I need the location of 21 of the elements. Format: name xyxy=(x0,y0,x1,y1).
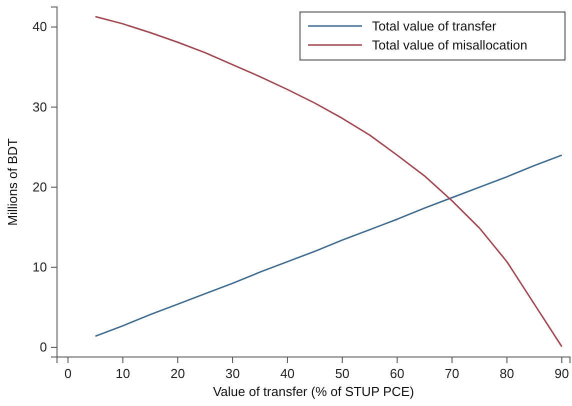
line-series xyxy=(94,154,563,337)
x-tick-label: 60 xyxy=(390,366,404,382)
legend-label: Total value of transfer xyxy=(372,18,497,34)
x-tick-label: 20 xyxy=(170,366,185,382)
x-tick-label: 40 xyxy=(280,366,295,382)
x-tick-label: 90 xyxy=(554,366,570,382)
y-tick-label: 10 xyxy=(32,259,47,274)
y-axis-title: Millions of BDT xyxy=(5,138,20,226)
legend-label: Total value of misallocation xyxy=(372,38,528,52)
y-tick-label: 20 xyxy=(32,179,47,194)
x-tick-label: 0 xyxy=(64,366,72,382)
x-tick-label: 80 xyxy=(500,366,514,382)
x-tick-label: 30 xyxy=(225,366,240,382)
x-tick-label: 10 xyxy=(116,366,130,382)
y-tick-label: 30 xyxy=(32,99,47,114)
x-tick-label: 70 xyxy=(444,366,460,382)
line-series xyxy=(94,16,563,348)
x-axis-title: Value of transfer (% of STUP PCE) xyxy=(212,384,414,399)
y-tick-label: 0 xyxy=(40,340,47,355)
y-tick-label: 40 xyxy=(32,19,47,34)
x-tick-label: 50 xyxy=(335,366,350,382)
